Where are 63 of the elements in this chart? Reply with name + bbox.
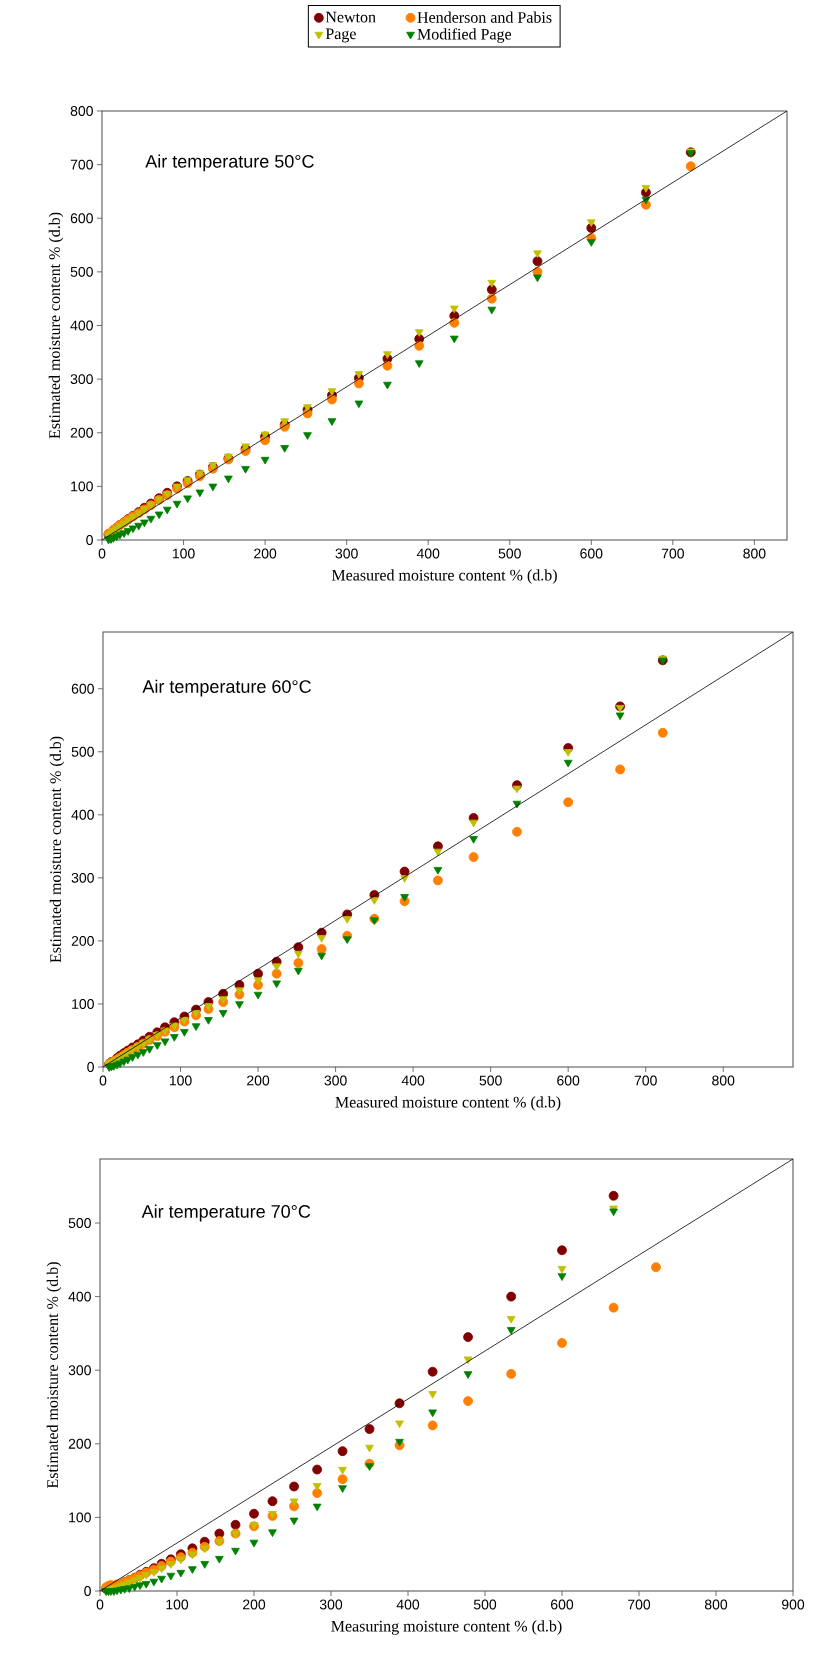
x-tick-label: 800 [712,1075,735,1086]
x-tick-label: 600 [557,1075,580,1086]
x-tick-label: 600 [580,548,603,559]
legend-label: Page [325,28,356,43]
y-tick-label: 500 [71,746,94,757]
y-axis-title: Estimated moisture content % (d.b) [48,212,64,439]
x-tick-label: 400 [416,548,440,559]
y-tick-label: 200 [68,1438,91,1449]
x-tick-label: 100 [166,1599,189,1610]
x-tick-label: 800 [704,1599,728,1610]
y-tick-label: 400 [68,1291,91,1302]
legend-label: Henderson and Pabis [417,11,552,23]
y-tick-label: 300 [70,374,93,385]
x-tick-label: 300 [324,1075,347,1086]
y-tick-label: 300 [68,1365,91,1376]
y-tick-label: 100 [69,1512,91,1523]
y-tick-label: 800 [70,106,93,116]
y-axis-title: Estimated moisture content % (d.b) [46,1262,62,1489]
y-tick-label: 500 [68,1218,91,1228]
x-tick-label: 200 [243,1599,266,1610]
x-axis-title: Measured moisture content % (d.b) [331,569,557,584]
y-tick-label: 200 [71,935,94,946]
y-tick-label: 0 [87,1062,94,1072]
x-tick-label: 900 [781,1599,805,1610]
x-tick-label: 600 [551,1599,574,1610]
y-tick-label: 600 [71,683,94,694]
x-tick-label: 0 [98,548,106,559]
x-tick-label: 500 [473,1599,497,1610]
legend-label: Newton [325,11,376,23]
annotation: Air temperature 70°C [141,1204,311,1222]
annotation: Air temperature 50°C [145,154,314,172]
annotation: Air temperature 60°C [142,679,311,697]
y-tick-label: 500 [70,266,93,277]
y-tick-label: 600 [70,213,93,224]
y-tick-label: 0 [84,1586,91,1596]
y-tick-label: 100 [72,998,94,1009]
x-tick-label: 200 [254,548,277,559]
x-tick-label: 700 [628,1599,651,1610]
x-tick-label: 300 [319,1599,343,1610]
y-tick-label: 400 [70,320,93,331]
x-tick-label: 200 [247,1075,270,1086]
x-tick-label: 800 [743,548,766,559]
y-tick-label: 400 [71,809,94,820]
y-tick-label: 300 [71,872,94,883]
x-tick-label: 100 [172,548,195,559]
x-tick-label: 700 [634,1075,657,1086]
x-axis-title: Measured moisture content % (d.b) [335,1096,561,1111]
y-tick-label: 200 [70,427,93,438]
y-tick-label: 100 [71,481,93,492]
y-tick-label: 0 [86,535,93,545]
legend-label: Modified Page [417,28,512,43]
x-tick-label: 500 [498,548,521,559]
x-tick-label: 700 [661,548,684,559]
x-tick-label: 400 [396,1599,420,1610]
y-axis-title: Estimated moisture content % (d.b) [49,736,65,963]
x-tick-label: 500 [479,1075,502,1086]
x-tick-label: 300 [335,548,358,559]
x-axis-title: Measuring moisture content % (d.b) [331,1620,562,1635]
x-tick-label: 100 [169,1075,192,1086]
x-tick-label: 0 [99,1075,107,1086]
x-tick-label: 400 [401,1075,425,1086]
y-tick-label: 700 [70,159,93,170]
x-tick-label: 0 [96,1599,104,1610]
